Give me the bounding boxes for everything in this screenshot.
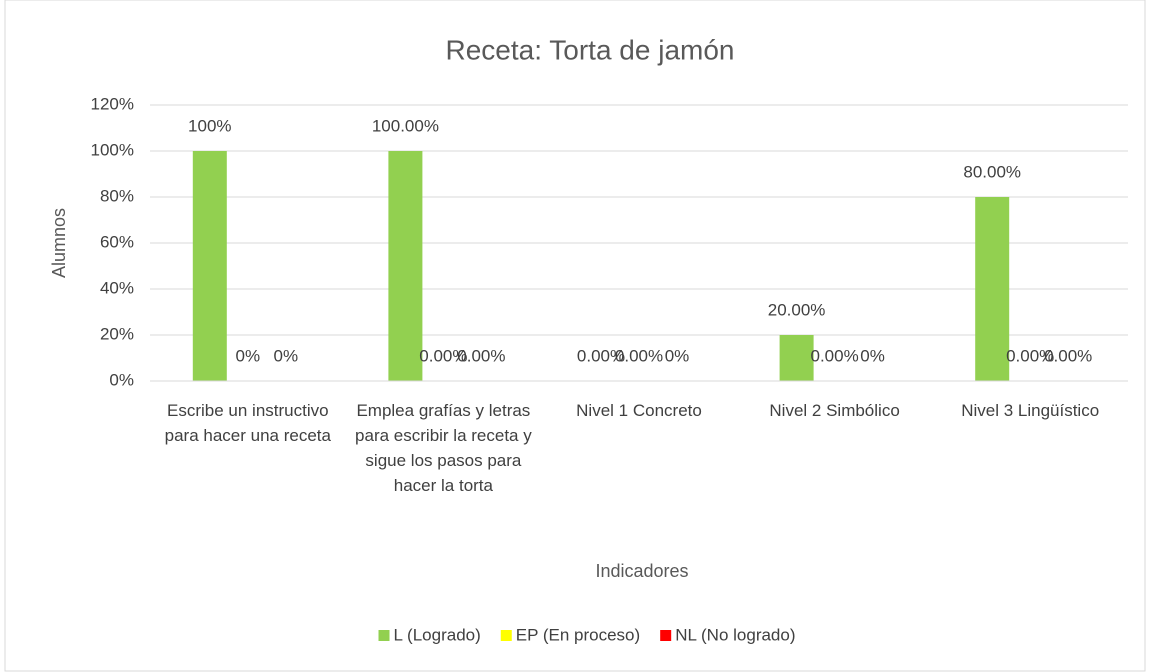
legend-label: L (Logrado): [394, 625, 481, 644]
y-tick-label: 120%: [91, 94, 134, 113]
bar: [192, 151, 227, 381]
x-tick-label: Nivel 3 Lingüístico: [961, 401, 1100, 420]
data-label: 0.00%: [1006, 346, 1054, 365]
data-label: 0%: [665, 346, 690, 365]
data-label: 0%: [274, 346, 299, 365]
data-label: 100%: [188, 116, 231, 135]
x-tick-label: Emplea grafías y letras para escribir la…: [355, 401, 532, 495]
y-tick-label: 40%: [100, 278, 134, 297]
data-label: 0.00%: [810, 346, 858, 365]
y-tick-label: 0%: [109, 370, 134, 389]
data-label: 0%: [236, 346, 261, 365]
y-tick-label: 60%: [100, 232, 134, 251]
data-label: 0.00%: [457, 346, 505, 365]
x-tick-label: Nivel 1 Concreto: [576, 401, 702, 420]
chart-title: Receta: Torta de jamón: [446, 34, 735, 65]
x-tick-label: Nivel 2 Simbólico: [769, 401, 900, 420]
data-label: 0.00%: [577, 346, 625, 365]
legend-label: NL (No logrado): [675, 625, 795, 644]
bar: [779, 335, 814, 381]
legend-swatch: [378, 630, 390, 641]
data-label: 0%: [860, 346, 885, 365]
data-label: 80.00%: [963, 162, 1021, 181]
y-tick-label: 80%: [100, 186, 134, 205]
legend-label: EP (En proceso): [516, 625, 640, 644]
bar: [388, 151, 423, 381]
x-axis-label: Indicadores: [595, 561, 688, 581]
data-label: 20.00%: [768, 300, 826, 319]
y-axis-label: Alumnos: [49, 208, 69, 278]
legend-swatch: [500, 630, 512, 641]
data-label: 0.00%: [1044, 346, 1092, 365]
bar: [975, 197, 1010, 381]
data-label: 0.00%: [615, 346, 663, 365]
y-tick-label: 100%: [91, 140, 134, 159]
x-tick-label: Escribe un instructivo para hacer una re…: [164, 401, 331, 445]
y-tick-label: 20%: [100, 324, 134, 343]
legend-swatch: [660, 630, 672, 641]
data-label: 100.00%: [372, 116, 439, 135]
data-label: 0.00%: [419, 346, 467, 365]
